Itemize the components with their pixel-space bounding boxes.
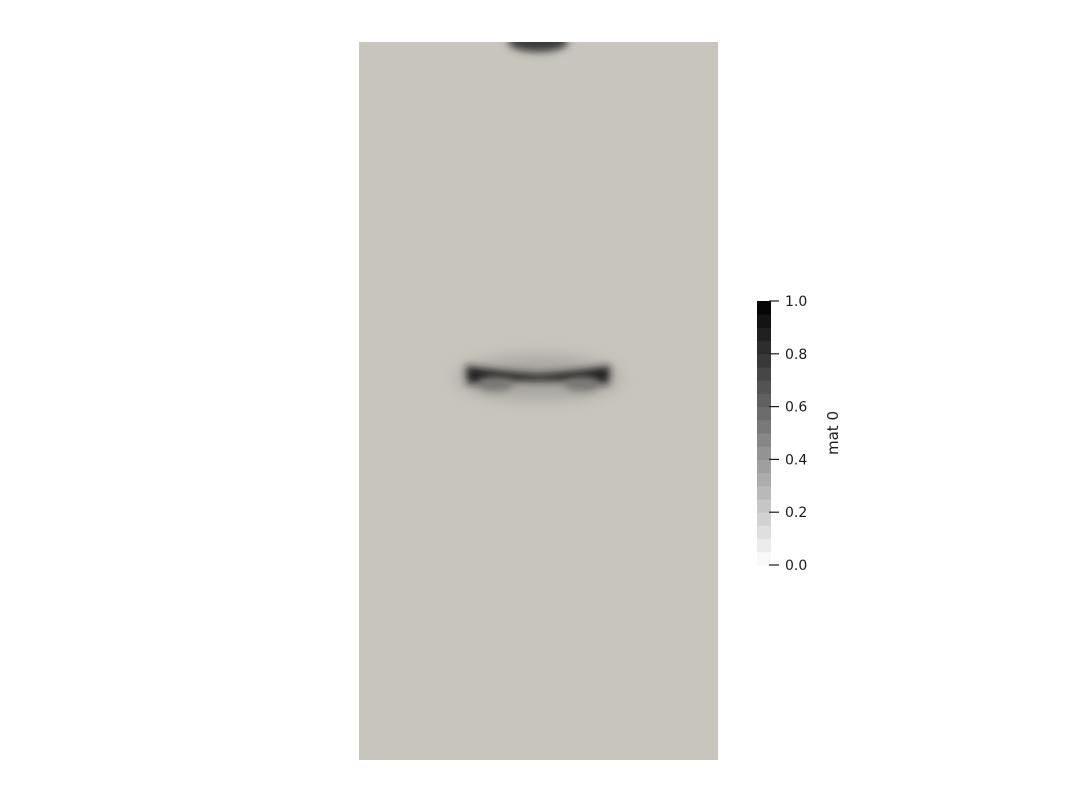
colorbar-band xyxy=(757,301,771,315)
colorbar-band xyxy=(757,406,771,421)
colorbar-band xyxy=(757,551,771,566)
colorbar-band xyxy=(757,446,771,460)
crossbar-lobe-left xyxy=(477,377,513,391)
colorbar-tick-label: 0.4 xyxy=(785,452,807,468)
colorbar: 0.0 0.2 0.4 0.6 0.8 1.0 mat 0 xyxy=(757,294,842,574)
colorbar-band xyxy=(757,393,771,408)
colorbar-band xyxy=(757,367,771,381)
top-blob xyxy=(508,42,568,52)
colorbar-ticks: 0.0 0.2 0.4 0.6 0.8 1.0 xyxy=(769,294,807,574)
colorbar-band xyxy=(757,485,771,500)
crossbar-lobe-right xyxy=(564,377,600,391)
colorbar-band xyxy=(757,433,771,447)
colorbar-band xyxy=(757,314,771,328)
colorbar-gradient xyxy=(757,301,771,566)
colorbar-band xyxy=(757,472,771,487)
colorbar-band xyxy=(757,512,771,526)
material-field xyxy=(456,42,620,400)
colorbar-band xyxy=(757,525,771,540)
colorbar-tick-label: 0.0 xyxy=(785,558,807,574)
colorbar-tick-label: 0.8 xyxy=(785,347,807,363)
colorbar-band xyxy=(757,499,771,513)
colorbar-band xyxy=(757,380,771,394)
colorbar-band xyxy=(757,459,771,474)
colorbar-band xyxy=(757,327,771,342)
colorbar-band xyxy=(757,419,771,434)
colorbar-band xyxy=(757,353,771,368)
colorbar-band xyxy=(757,538,771,553)
colorbar-tick-label: 0.6 xyxy=(785,400,807,416)
colorbar-band xyxy=(757,340,771,355)
colorbar-tick-label: 1.0 xyxy=(785,294,807,310)
colorbar-title: mat 0 xyxy=(824,411,842,455)
colorbar-tick-label: 0.2 xyxy=(785,505,807,521)
